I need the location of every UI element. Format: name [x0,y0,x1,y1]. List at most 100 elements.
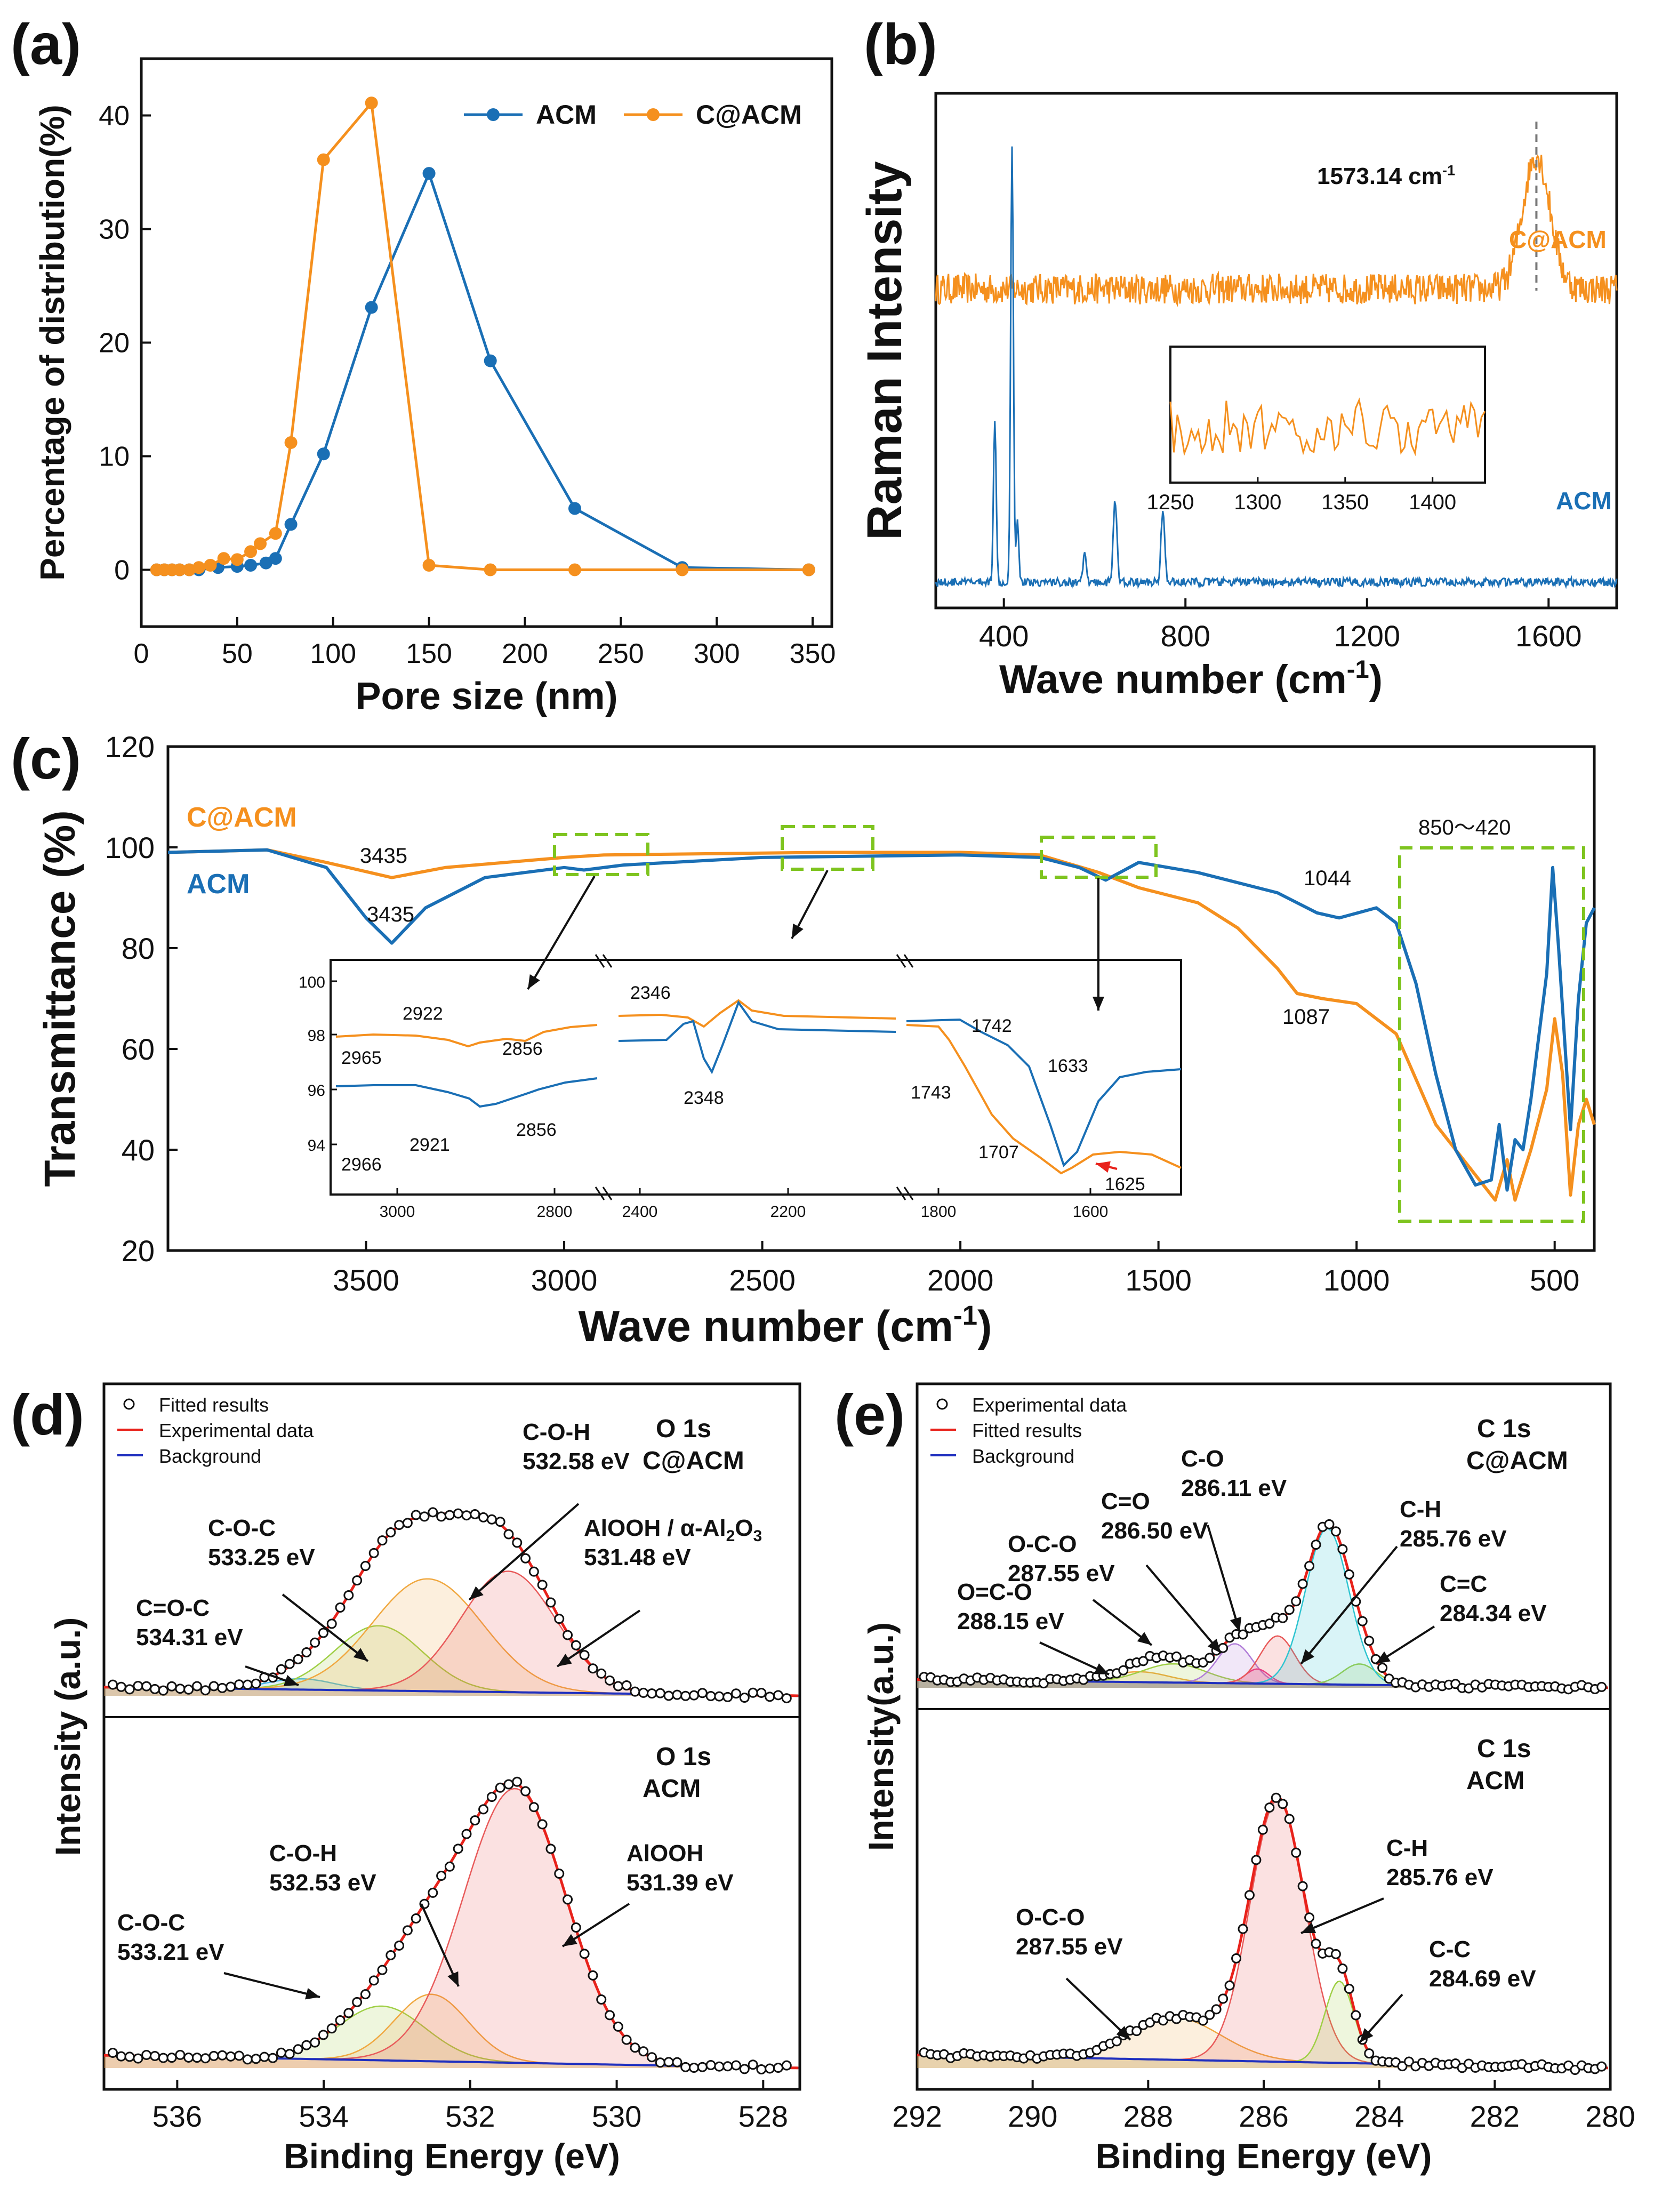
data-point [1357,1616,1368,1626]
inset-line [906,1018,1182,1167]
data-point [802,563,815,576]
component-label: 284.69 eV [1429,1966,1536,1992]
component-label: C-H [1386,1835,1428,1861]
arrow-head [1376,1651,1391,1664]
panel-e: (e) 292 290 288 286 284 282 280 Binding Energy (… [834,1382,1635,2176]
x-tick-label: 536 [152,2099,202,2133]
data-point [268,2053,278,2063]
x-tick-label: 532 [445,2099,495,2133]
data-point [183,1684,194,1695]
component-label: 534.31 eV [136,1624,243,1650]
data-point [444,1861,455,1872]
inset-tick-label: 2800 [537,1203,573,1221]
x-tick-label: 300 [694,638,740,669]
data-point [326,2023,337,2034]
y-axis-label: Intensity (a.u.) [48,1617,87,1856]
data-point [335,1602,346,1613]
peak-label: 1087 [1282,1005,1330,1029]
data-point [149,2050,160,2061]
data-point [773,2063,783,2073]
x-axis-label: Pore size (nm) [355,675,617,718]
series-line [156,170,809,571]
data-point [402,1925,413,1936]
data-point [1596,1681,1607,1692]
x-tick-label: 400 [979,619,1029,653]
arrow-head [1137,1632,1152,1645]
legend-label: C@ACM [187,802,297,833]
data-point [605,2010,615,2021]
data-point [1118,1665,1129,1676]
data-point [377,1535,388,1546]
x-tick-label: 292 [892,2099,942,2133]
data-point [1238,1924,1248,1934]
arrow-head [1093,997,1104,1011]
inset-tick-label: 1350 [1321,491,1369,514]
component-label: O-C-O [1008,1531,1077,1557]
data-point [613,1681,623,1692]
y-axis-label: Intensity(a.u.) [861,1622,901,1851]
panel-a: (a) 0 50 100 150 200 250 300 350 0 10 20 30 40 Pore si… [11,12,836,718]
data-point [173,563,186,576]
data-point [714,1691,725,1702]
component-label: 531.48 eV [584,1544,691,1570]
data-point [360,1561,371,1572]
data-point [428,1887,438,1898]
data-point [1364,2048,1375,2059]
legend-marker [647,108,660,121]
data-point [756,1687,767,1698]
data-point [528,1566,539,1577]
data-point [133,1681,143,1692]
component-label: 532.53 eV [269,1870,376,1896]
data-point [217,2050,228,2061]
inset-tick-label: 1250 [1147,491,1194,514]
data-point [478,1512,489,1522]
arrow-head [1116,2026,1130,2040]
data-point [765,2063,775,2074]
data-point [411,1913,421,1924]
x-tick-label: 282 [1470,2099,1520,2133]
arrow-line [468,1503,580,1601]
data-point [1171,1651,1182,1662]
data-point [461,1829,472,1839]
inset-tick-label: 94 [308,1137,325,1155]
data-point [343,1590,354,1600]
peak-label: 3435 [367,903,414,926]
peak-label: 3435 [360,844,407,868]
data-point [217,552,230,565]
inset-line [1169,397,1486,456]
data-point [1198,2015,1208,2026]
inset-peak-label: 2346 [630,983,671,1003]
legend-label: Experimental data [972,1394,1127,1416]
data-point [251,1678,261,1689]
data-point [705,2059,716,2070]
data-point [259,2051,270,2062]
data-point [1198,1657,1208,1668]
component-label: C=O [1101,1488,1150,1514]
inset-tick-label: 3000 [380,1203,415,1221]
data-point [596,1668,607,1679]
component-label: AlOOH [627,1840,703,1866]
data-point [537,1819,548,1830]
data-point [1218,1993,1229,2004]
data-point [1211,2004,1222,2015]
component-label: 287.55 eV [1016,1934,1123,1960]
component-label: O=C-O [957,1579,1032,1605]
x-tick-label: 250 [598,638,644,669]
data-point [545,1844,556,1854]
data-point [1284,1605,1295,1615]
data-point [520,1553,531,1564]
data-point [571,1640,581,1650]
inset-line [335,1077,598,1108]
x-tick-label: 528 [738,2099,788,2133]
plot-frame [934,92,1618,610]
data-point [1337,1963,1348,1974]
axis-break [602,1187,613,1200]
arrow-head [447,1971,459,1986]
component-label: O-C-O [1016,1904,1085,1930]
inset-line [618,1000,896,1075]
data-point [613,2021,623,2032]
data-point [647,1688,657,1699]
x-axis-label: Binding Energy (eV) [284,2136,620,2176]
data-point [284,1658,295,1669]
data-point [284,436,298,449]
